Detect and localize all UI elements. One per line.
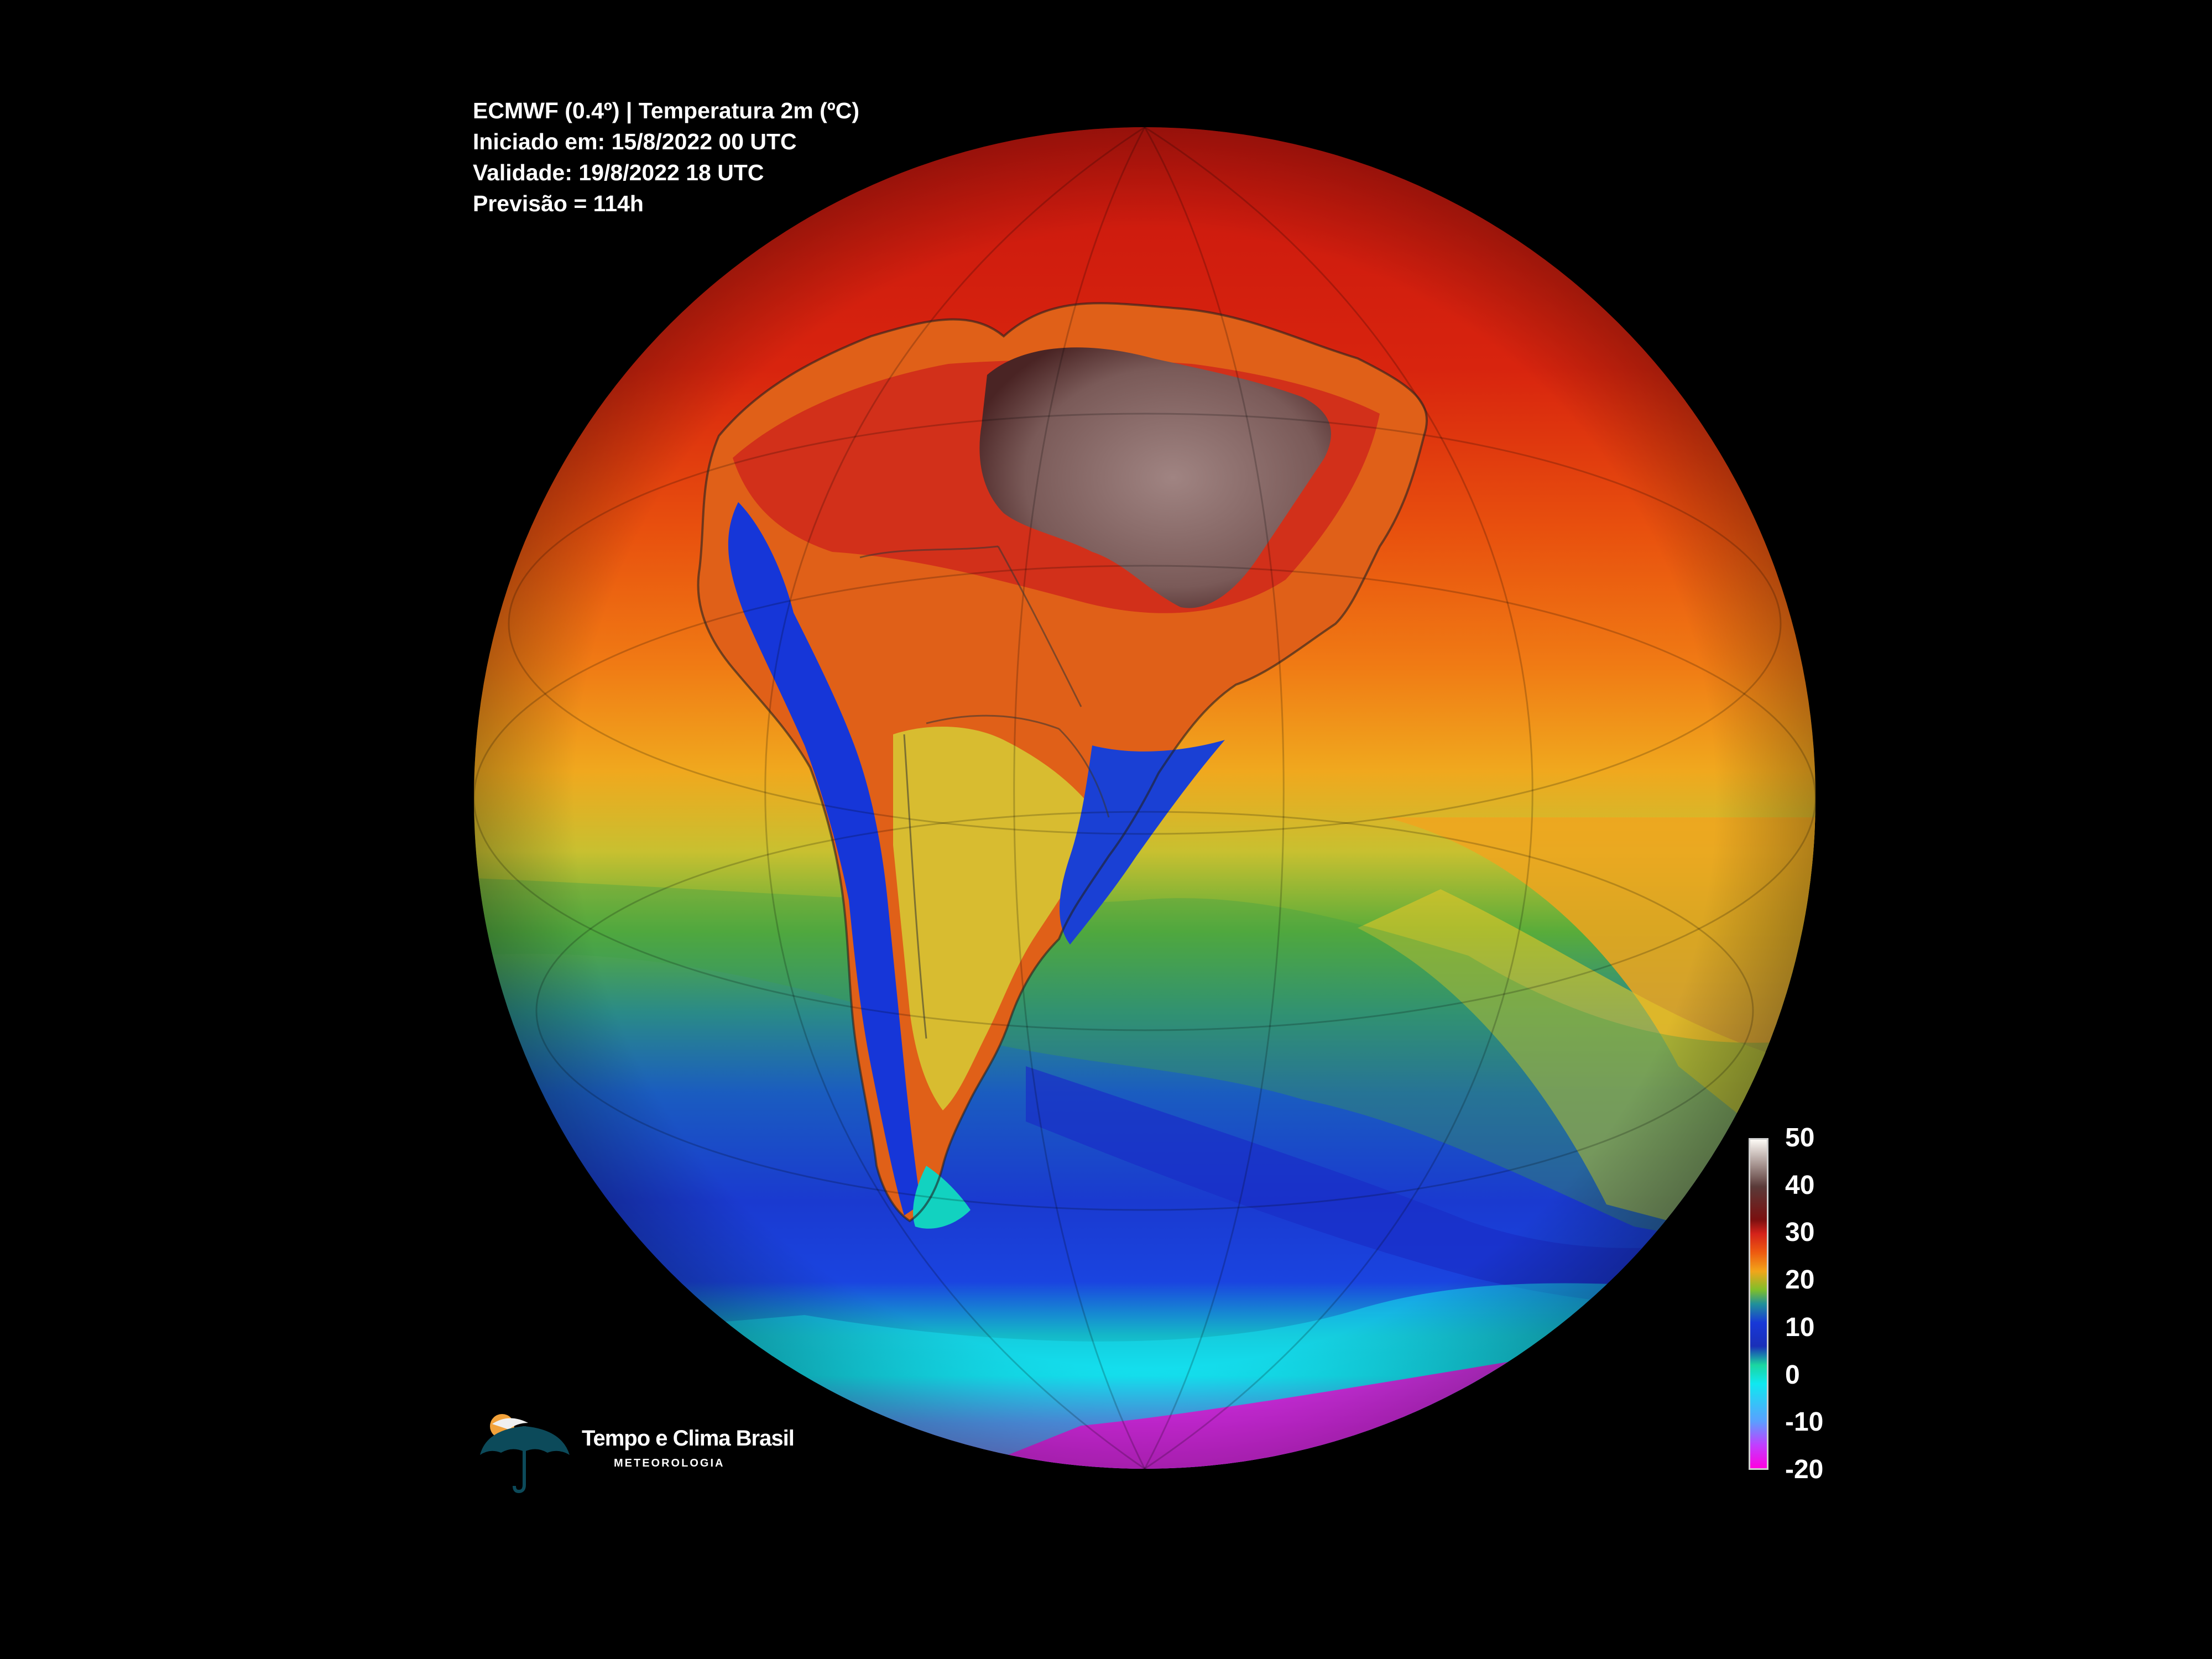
colorbar-tick-label: 50 [1785, 1123, 1815, 1152]
africa-edge [1706, 253, 1815, 369]
colorbar-tick-label: 10 [1785, 1312, 1815, 1342]
umbrella-logo-icon [480, 1414, 570, 1494]
colorbar-tick-label: 40 [1785, 1170, 1815, 1200]
map-header: ECMWF (0.4º) | Temperatura 2m (ºC) Inici… [473, 95, 859, 219]
temperature-colorbar [1749, 1138, 1768, 1470]
logo: Tempo e Clima Brasil METEOROLOGIA [476, 1407, 795, 1496]
header-init-time: Iniciado em: 15/8/2022 00 UTC [473, 129, 797, 154]
logo-title: Tempo e Clima Brasil [582, 1426, 795, 1451]
colorbar-tick-label: 0 [1785, 1360, 1800, 1390]
logo-subtitle: METEOROLOGIA [614, 1457, 725, 1469]
temperature-globe [474, 127, 1815, 1469]
header-forecast-hour: Previsão = 114h [473, 191, 644, 216]
header-valid-time: Validade: 19/8/2022 18 UTC [473, 160, 764, 185]
colorbar-tick-label: 30 [1785, 1218, 1815, 1248]
header-model-variable: ECMWF (0.4º) | Temperatura 2m (ºC) [473, 98, 860, 123]
colorbar-labels: 50 40 30 20 10 0 -10 -20 [1785, 1123, 1851, 1488]
colorbar-tick-label: -10 [1785, 1407, 1824, 1437]
colorbar-tick-label: 20 [1785, 1265, 1815, 1295]
colorbar-tick-label: -20 [1785, 1455, 1824, 1484]
